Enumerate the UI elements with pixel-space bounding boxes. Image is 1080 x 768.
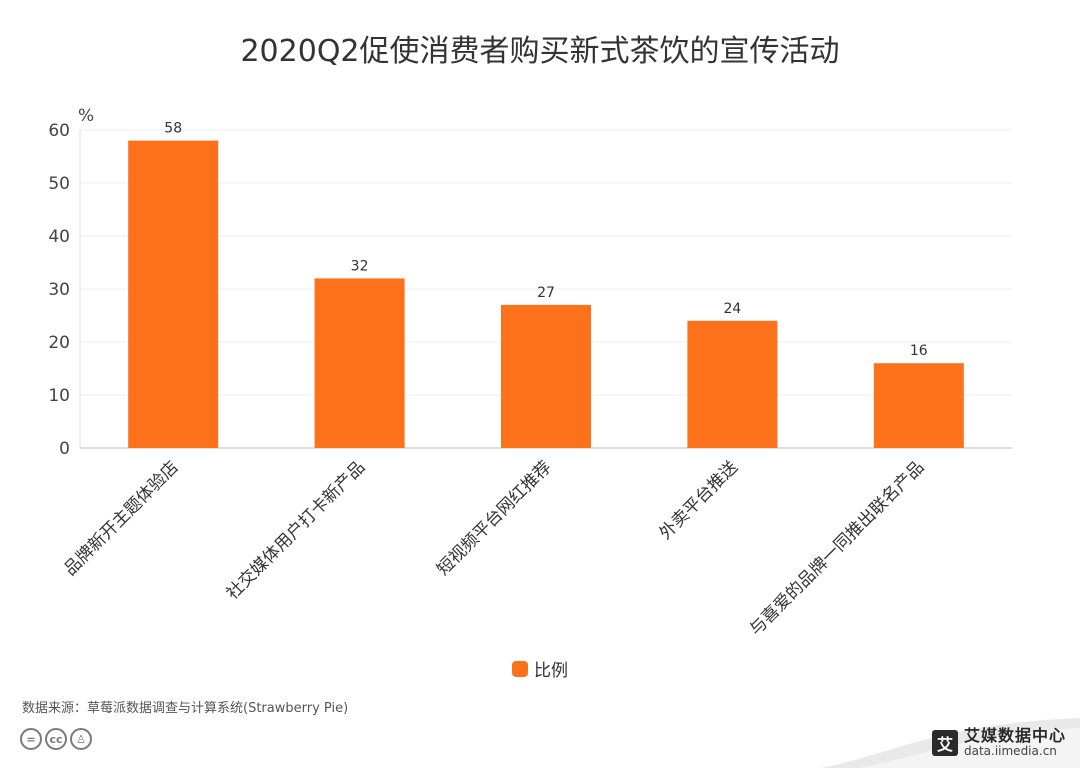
license-icons: = cc ♙: [20, 728, 92, 750]
x-tick-label: 外卖平台推送: [656, 457, 742, 543]
y-tick-label: 10: [48, 386, 70, 406]
x-tick-label: 与喜爱的品牌一同推出联名产品: [746, 457, 928, 639]
bar: [873, 363, 964, 448]
data-label: 32: [351, 258, 369, 274]
bar-chart: 0 10 20 30 40 50 60% 58 品牌新开主题体验店 32 社交媒体用户打卡新产品 27…: [48, 106, 1012, 640]
x-tick-label: 社交媒体用户打卡新产品: [223, 457, 369, 603]
y-tick-label: 30: [48, 280, 70, 300]
x-tick-label: 品牌新开主题体验店: [60, 457, 182, 579]
bar: [501, 304, 591, 448]
legend-label: 比例: [534, 661, 568, 681]
data-label: 16: [910, 343, 928, 359]
bar: [687, 320, 778, 448]
brand: 艾 艾媒数据中心 data.iimedia.cn: [931, 726, 1066, 758]
legend[interactable]: 比例: [0, 656, 1080, 681]
y-tick-label: 40: [48, 227, 70, 247]
data-label: 58: [164, 121, 182, 137]
x-tick-label: 短视频平台网红推荐: [433, 457, 555, 579]
legend-swatch: [512, 660, 528, 677]
brand-name: 艾媒数据中心: [963, 726, 1066, 745]
y-tick-label: 60: [48, 121, 70, 141]
cc-person-icon: ♙: [70, 728, 92, 750]
bar: [128, 140, 219, 448]
source-note: 数据来源：草莓派数据调查与计算系统(Strawberry Pie): [22, 701, 349, 716]
y-tick-label: 50: [48, 174, 70, 194]
brand-logo-icon: 艾: [931, 729, 958, 756]
data-label: 27: [537, 285, 555, 301]
y-tick-label: 0: [59, 439, 70, 459]
y-axis-label: %: [78, 106, 94, 126]
bar: [314, 278, 405, 448]
chart-title: 2020Q2促使消费者购买新式茶饮的宣传活动: [240, 34, 840, 69]
y-tick-label: 20: [48, 333, 70, 353]
data-label: 24: [723, 301, 741, 317]
cc-icon: cc: [45, 728, 67, 750]
cc-equal-icon: =: [20, 728, 42, 750]
brand-url: data.iimedia.cn: [963, 743, 1057, 758]
